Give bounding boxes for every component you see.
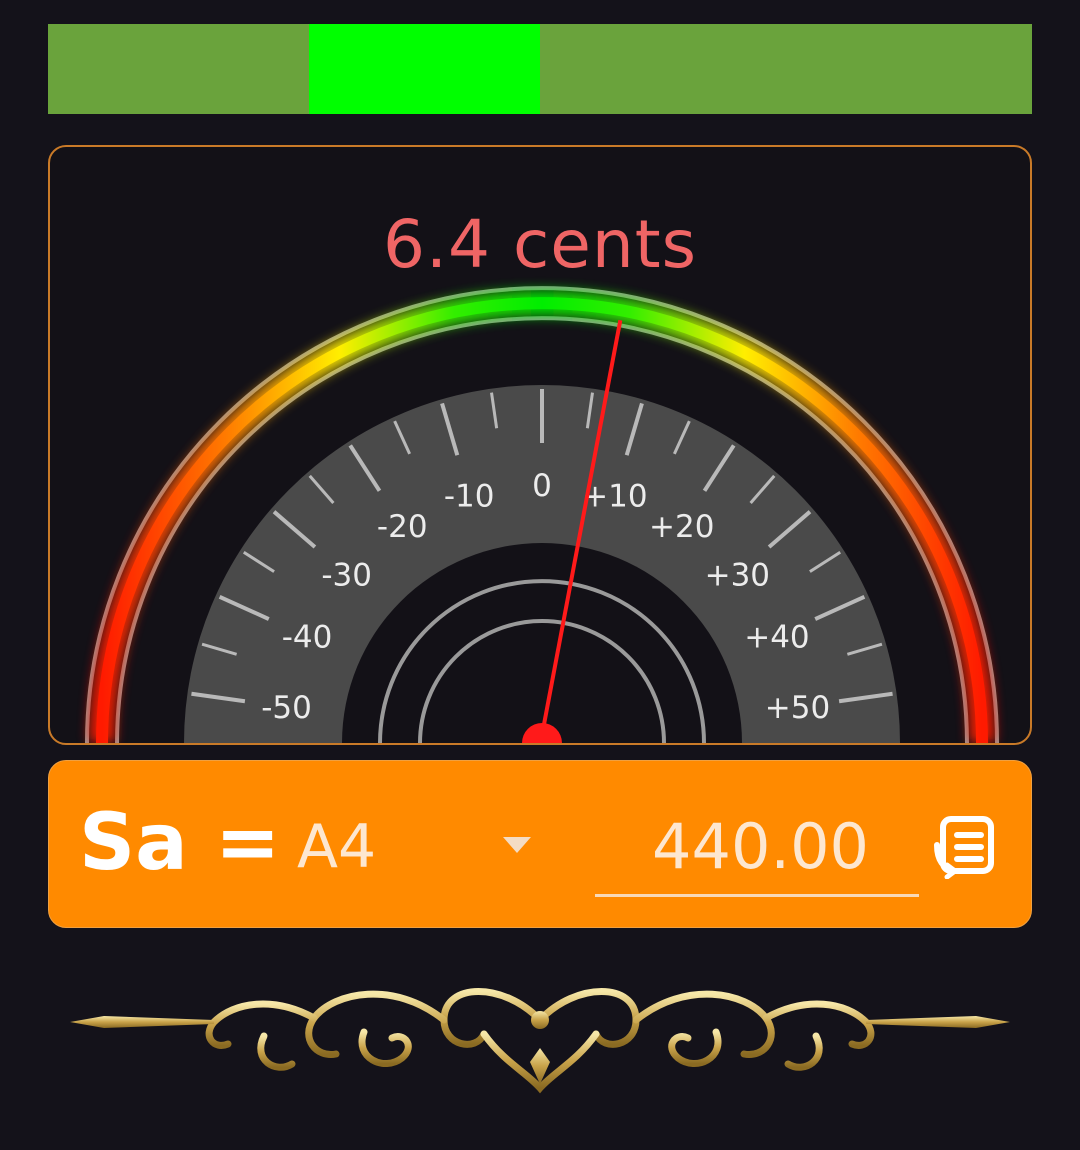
gauge-tick bbox=[393, 420, 411, 455]
gauge-tick-label: +50 bbox=[765, 690, 830, 726]
frequency-value: 440.00 bbox=[652, 810, 869, 883]
gauge-tick-label: -10 bbox=[444, 478, 495, 514]
gauge-tick-label: +20 bbox=[649, 509, 714, 545]
gauge-tick bbox=[348, 444, 382, 492]
gauge-color-arc bbox=[96, 297, 988, 743]
chevron-down-icon bbox=[503, 837, 531, 853]
gauge-tick bbox=[767, 510, 812, 549]
tuning-gauge: -50 -40 -30-20 -10 0 +10+20 +30 +40 +50 bbox=[85, 286, 999, 743]
gauge-inner-ring-1 bbox=[378, 579, 706, 743]
gauge-tick bbox=[846, 642, 883, 656]
gauge-tick bbox=[242, 551, 275, 573]
gauge-tick bbox=[673, 420, 691, 455]
gauge-tick-label: -50 bbox=[261, 690, 312, 726]
gauge-tick bbox=[308, 474, 335, 504]
gauge-tick bbox=[201, 642, 238, 656]
gauge-tick bbox=[702, 444, 736, 492]
frequency-input[interactable]: 440.00 bbox=[595, 801, 919, 897]
gauge-tick-label: -40 bbox=[282, 619, 333, 655]
gauge-tick bbox=[838, 691, 893, 704]
list-icon[interactable] bbox=[933, 815, 997, 879]
gauge-tick bbox=[814, 594, 866, 621]
gauge-tick bbox=[624, 402, 644, 456]
gauge-tick bbox=[440, 402, 460, 456]
note-dropdown-value: A4 bbox=[297, 812, 377, 882]
cents-readout: 6.4 cents bbox=[383, 206, 697, 283]
gauge-tick bbox=[490, 392, 499, 429]
note-dropdown[interactable]: A4 bbox=[293, 801, 533, 895]
gauge-tick bbox=[272, 510, 317, 549]
pitch-window-highlight bbox=[308, 24, 540, 114]
gauge-tick-label: -30 bbox=[321, 557, 372, 593]
gauge-tick-label: +10 bbox=[582, 478, 647, 514]
gauge-needle-pivot bbox=[522, 723, 562, 743]
gauge-inner-ring-2 bbox=[418, 619, 666, 743]
gauge-needle bbox=[540, 319, 623, 736]
tuning-meter-card: 6.4 cents -50 -40 -30 -20 -10 0 +10 +20 +30 +40 +5… bbox=[48, 145, 1032, 745]
gauge-tick bbox=[749, 474, 776, 504]
gauge-tick-label: 0 bbox=[532, 468, 552, 504]
gauge-tick bbox=[191, 691, 246, 704]
gauge-tick-label: -20 bbox=[377, 509, 428, 545]
tonic-settings-bar: Sa = A4 440.00 bbox=[48, 760, 1032, 928]
gold-flourish-ornament bbox=[70, 988, 1010, 1094]
gauge-tick bbox=[809, 551, 842, 573]
gauge-tick-label: +40 bbox=[744, 619, 809, 655]
pitch-indicator-bar bbox=[48, 24, 1032, 114]
sa-label: Sa = bbox=[79, 798, 281, 888]
gauge-tick bbox=[218, 594, 270, 621]
gauge-tick-label: +30 bbox=[705, 557, 770, 593]
gauge-center-hole bbox=[342, 543, 742, 743]
gauge-tick bbox=[585, 392, 594, 429]
